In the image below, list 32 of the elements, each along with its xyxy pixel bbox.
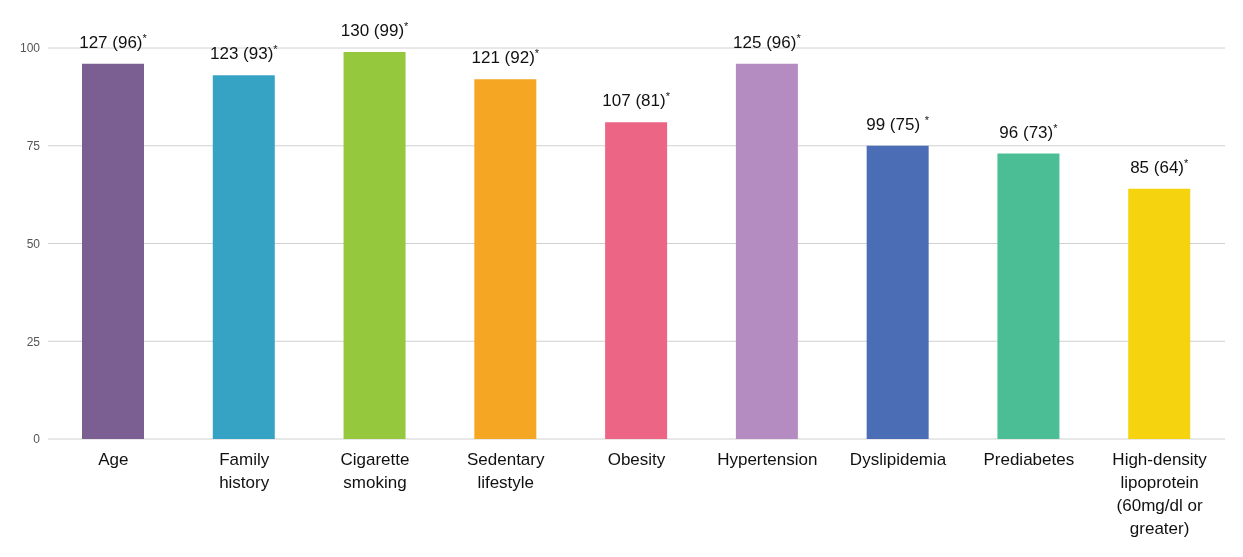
x-tick-label: Cigarette smoking — [340, 450, 410, 492]
x-tick-label: Prediabetes — [983, 450, 1075, 469]
data-label: 107 (81)$^{*}$ — [602, 90, 671, 111]
bar — [343, 51, 406, 439]
bar — [997, 153, 1060, 439]
data-label: 123 (93)$^{*}$ — [209, 43, 279, 64]
x-tick-label: Hypertension — [717, 450, 818, 469]
x-tick-label: Family history — [219, 450, 270, 492]
bar — [212, 75, 275, 439]
x-tick-label: Obesity — [607, 450, 666, 469]
bar — [735, 63, 798, 439]
data-label: 127 (96)$^{*}$ — [79, 31, 148, 52]
x-tick-label: Sedentary lifestyle — [466, 450, 545, 492]
y-tick-label: 100 — [19, 41, 41, 56]
data-label: 85 (64)$^{*}$ — [1130, 156, 1190, 177]
y-tick-label: 25 — [26, 334, 41, 349]
data-label: 99 (75) $^{*}$ — [866, 113, 930, 134]
data-label: 96 (73)$^{*}$ — [999, 121, 1059, 142]
data-label: 121 (92)$^{*}$ — [471, 47, 540, 68]
data-label: 130 (99)$^{*}$ — [340, 19, 410, 40]
bar — [82, 63, 144, 439]
bar — [474, 79, 537, 439]
y-tick-label: 75 — [26, 139, 41, 154]
data-label: 125 (96)$^{*}$ — [733, 31, 802, 52]
bar — [866, 145, 929, 439]
x-tick-label: Dyslipidemia — [849, 450, 947, 469]
x-tick-label: High-density lipoprotein (60mg/dl or greater) — [1112, 450, 1208, 538]
y-tick-label: 50 — [26, 236, 41, 251]
x-tick-label: Age — [98, 450, 129, 469]
y-tick-label: 0 — [33, 432, 41, 447]
bar — [605, 122, 668, 439]
bar — [1128, 188, 1191, 439]
